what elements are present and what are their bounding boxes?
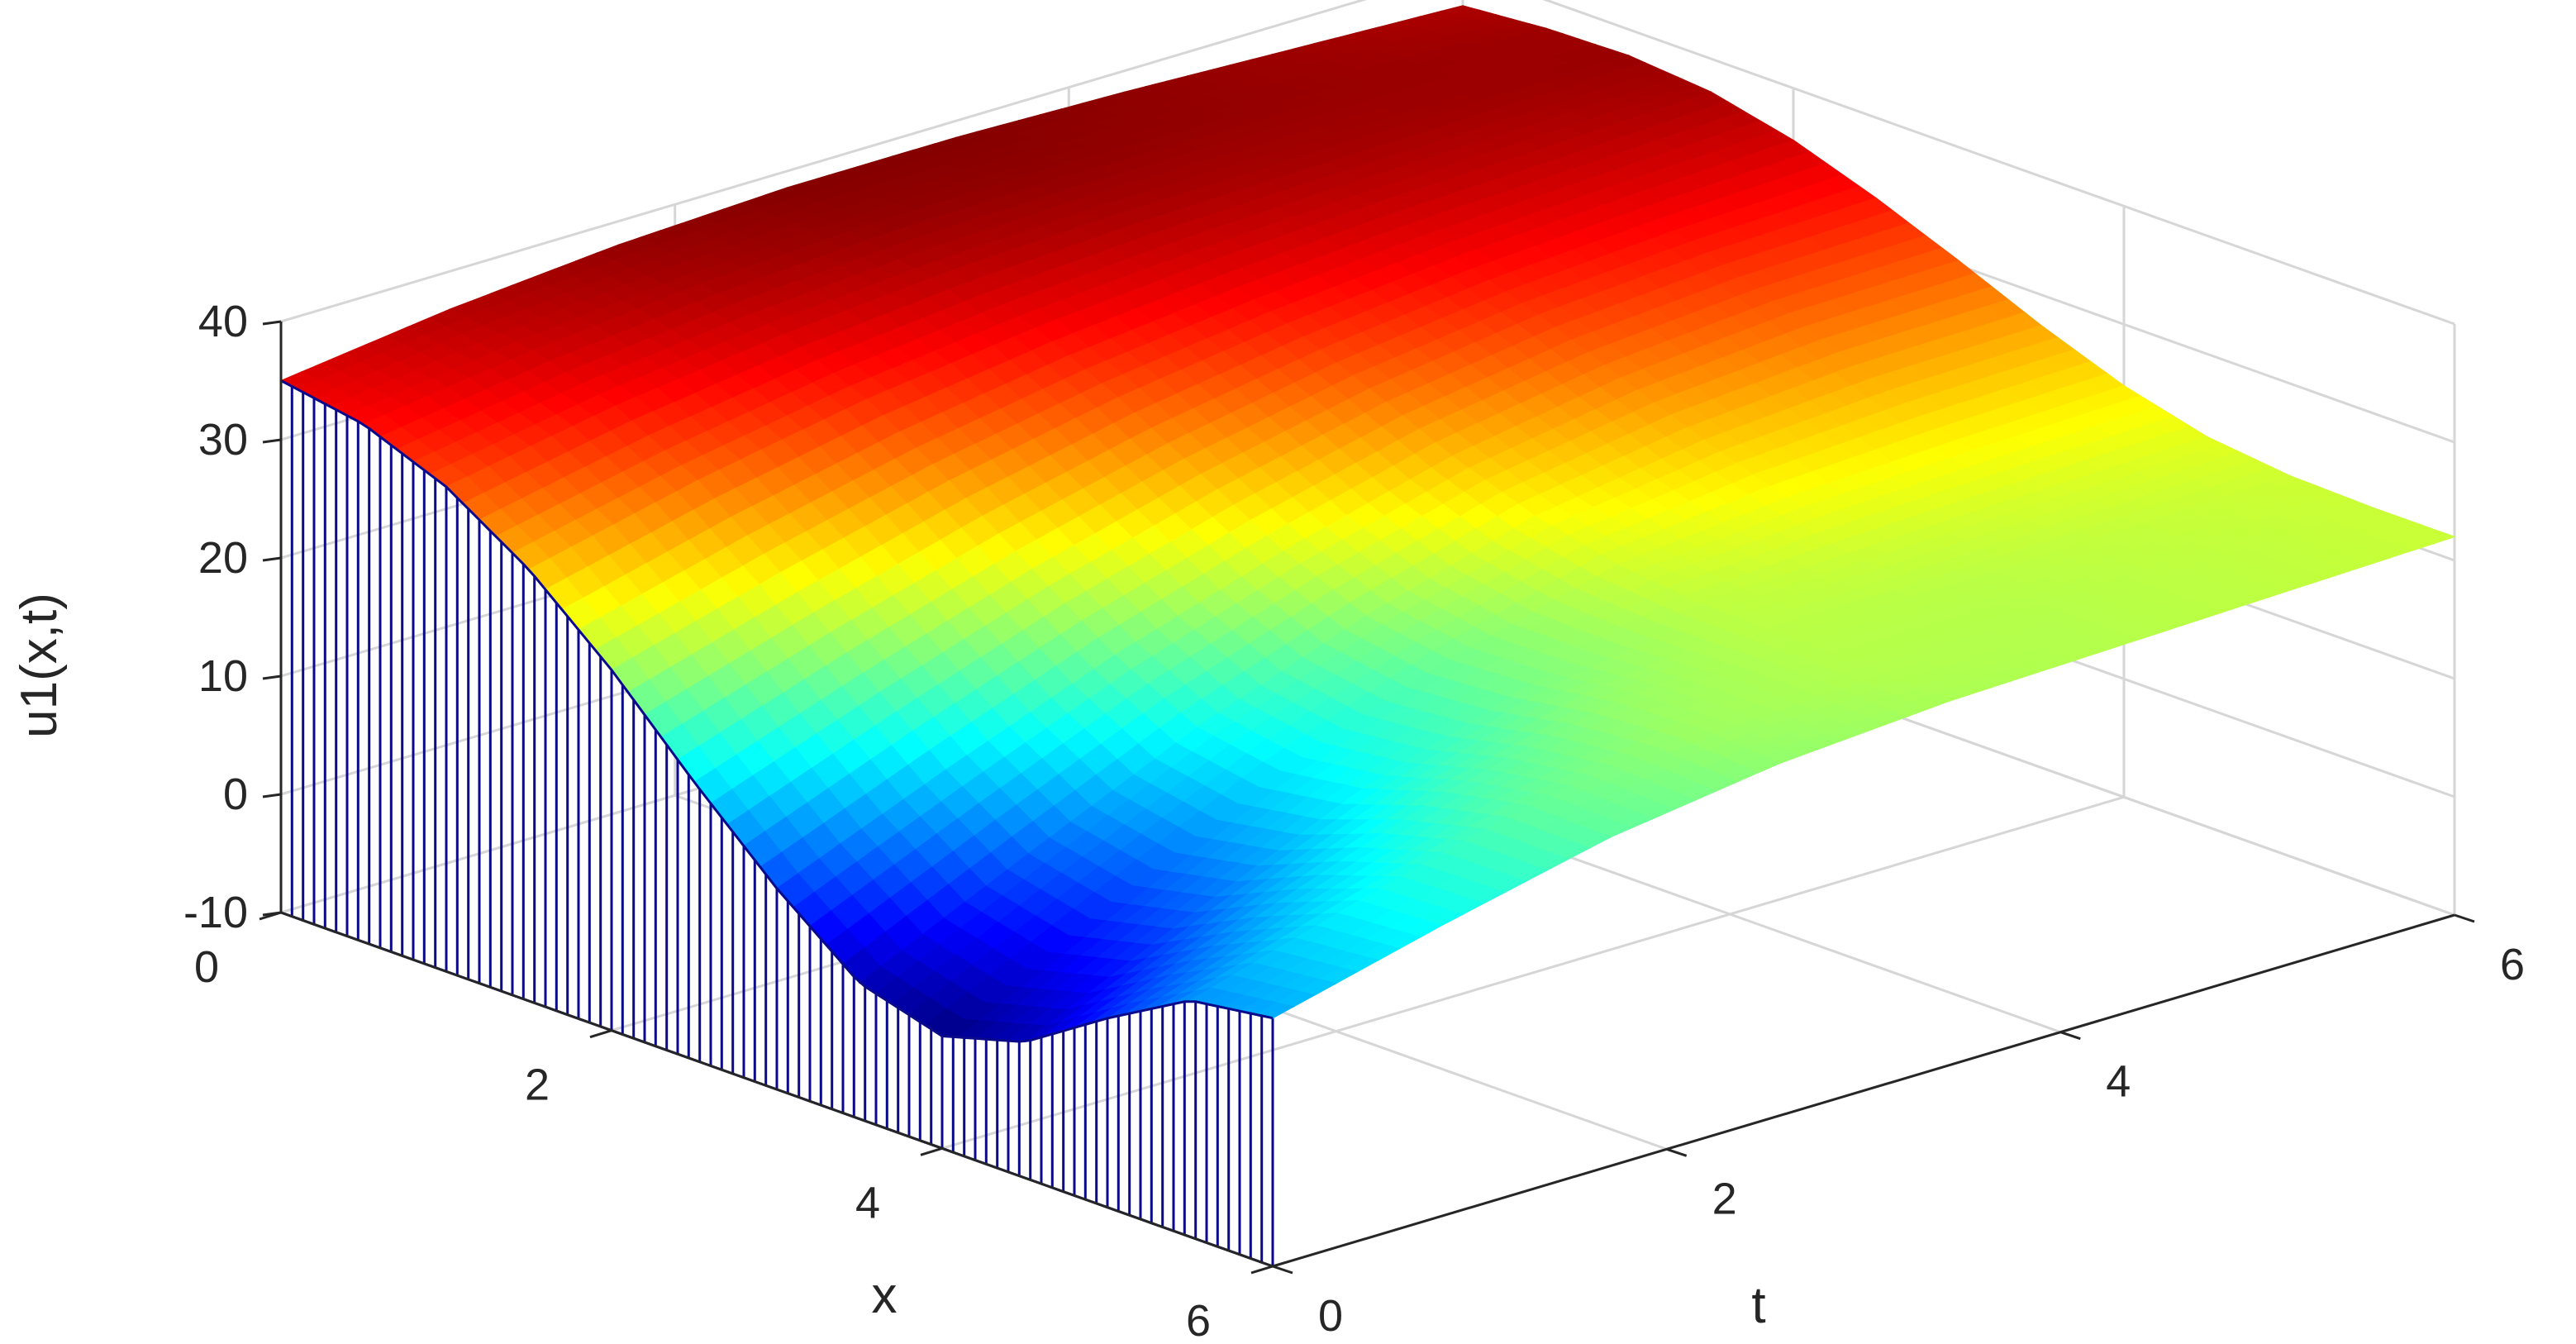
x-tick [589,1029,612,1039]
x-tick-label: 2 [525,1060,550,1110]
t-tick-label: 0 [1318,1291,1343,1341]
x-tick [920,1146,943,1156]
x-tick [259,911,282,921]
x-axis [280,911,1274,1268]
z-tick-label: -10 [183,888,248,937]
z-tick-label: 30 [198,415,248,465]
t-tick-label: 4 [2106,1057,2131,1107]
t-tick [1666,1147,1688,1157]
z-tick-label: 0 [223,770,248,819]
grid-line-x-floor [941,795,2125,1150]
z-tick [262,674,282,680]
z-tick-label: 10 [198,651,248,701]
grid-line-z-back [1542,0,2455,326]
t-tick [2454,913,2475,923]
z-axis-title: u1(x,t) [11,593,68,738]
x-tick-label: 0 [194,942,219,992]
z-tick-label: 20 [198,533,248,583]
x-axis-title: x [872,1267,898,1324]
x-tick-label: 6 [1186,1296,1211,1344]
grid-line-z-left [280,0,1368,323]
z-tick [262,556,282,562]
z-tick [262,438,282,444]
tick-labels: -10 0 10 20 30 40 0 2 4 6 0 2 4 6 [183,297,2525,1344]
t-tick-label: 6 [2500,940,2525,989]
t-axis-title: t [1751,1277,1765,1334]
x-tick [1250,1265,1274,1275]
surface-front-edge [280,379,1274,1043]
t-tick [1272,1265,1293,1275]
x-tick-label: 4 [855,1178,880,1227]
t-axis [1272,913,2455,1268]
surface [279,5,2456,1043]
z-tick [262,793,282,798]
t-tick-label: 2 [1712,1174,1737,1223]
axes [279,322,2455,1268]
z-tick-label: 40 [198,297,248,346]
t-tick [2059,1031,2081,1041]
z-tick [262,320,282,326]
